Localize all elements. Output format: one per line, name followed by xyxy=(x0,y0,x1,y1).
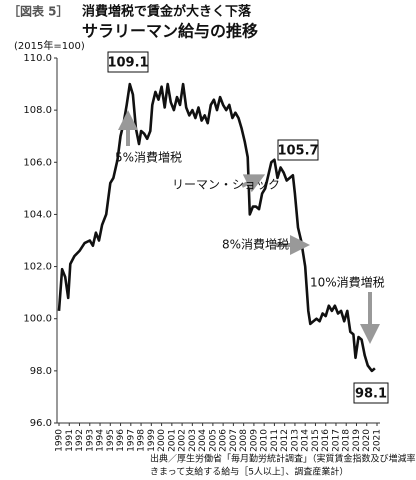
x-tick-label: 2010 xyxy=(260,429,270,452)
y-tick-label: 108.0 xyxy=(23,105,52,116)
x-tick-label: 2008 xyxy=(239,429,249,452)
y-tick-label: 104.0 xyxy=(23,209,52,220)
annotation: 10%消費増税 xyxy=(310,275,385,290)
x-tick-label: 2012 xyxy=(280,429,290,452)
annotation: 105.7 xyxy=(277,144,318,159)
x-tick-label: 2011 xyxy=(270,429,280,452)
source: 出典／厚生労働省「毎月勤労統計調査」（実質賃金指数及び増減率、 xyxy=(150,453,416,465)
figure-label: ［図表 5］ xyxy=(8,4,69,19)
annotation: 8%消費増税 xyxy=(222,237,289,252)
x-tick-label: 2006 xyxy=(219,429,229,452)
x-tick-label: 1999 xyxy=(147,429,157,452)
source: きまって支給する給与［5人以上］、調査産業計） xyxy=(150,466,348,478)
x-tick-label: 2015 xyxy=(311,429,321,452)
x-tick-label: 1990 xyxy=(55,429,65,452)
x-tick-label: 1995 xyxy=(106,429,116,452)
x-tick-label: 2002 xyxy=(178,429,188,452)
x-tick-label: 1996 xyxy=(116,429,126,452)
annotation-arrow xyxy=(241,174,266,193)
x-tick-label: 2016 xyxy=(321,429,331,452)
annotation: リーマン・ショック xyxy=(172,178,280,192)
x-tick-label: 2007 xyxy=(229,429,239,452)
x-tick-label: 2017 xyxy=(331,429,341,452)
x-tick-label: 2005 xyxy=(208,429,218,452)
x-tick-label: 2021 xyxy=(373,429,383,452)
x-tick-label: 1998 xyxy=(137,429,147,452)
y-tick-label: 96.0 xyxy=(30,418,52,429)
annotation: 98.1 xyxy=(355,387,387,402)
chart-title: サラリーマン給与の推移 xyxy=(82,22,258,41)
x-tick-label: 1997 xyxy=(126,429,136,452)
y-tick-label: 100.0 xyxy=(23,314,52,325)
y-axis-label: (2015年=100) xyxy=(14,39,85,52)
x-tick-label: 2014 xyxy=(301,429,311,452)
annotation: 109.1 xyxy=(107,56,148,71)
annotation-box xyxy=(107,51,149,73)
x-tick-label: 1993 xyxy=(85,429,95,452)
x-tick-label: 2001 xyxy=(167,429,177,452)
y-tick-label: 102.0 xyxy=(23,262,52,273)
x-tick-label: 2019 xyxy=(352,429,362,452)
x-tick-label: 2003 xyxy=(188,429,198,452)
y-tick-label: 98.0 xyxy=(30,366,52,377)
x-tick-label: 2020 xyxy=(362,429,372,452)
x-tick-label: 1992 xyxy=(75,429,85,452)
y-tick-label: 106.0 xyxy=(23,157,52,168)
x-tick-label: 1994 xyxy=(96,429,106,452)
annotation-box xyxy=(353,382,389,404)
annotation: 5%消費増税 xyxy=(115,150,182,165)
annotation-box xyxy=(277,139,319,161)
x-tick-label: 2000 xyxy=(157,429,167,452)
data-line xyxy=(57,82,376,373)
x-tick-label: 2009 xyxy=(249,429,259,452)
x-tick-label: 2004 xyxy=(198,429,208,452)
x-tick-label: 2018 xyxy=(342,429,352,452)
x-tick-label: 1991 xyxy=(65,429,75,452)
subtitle: 消費増税で賃金が大きく下落 xyxy=(82,4,252,20)
x-tick-label: 2013 xyxy=(290,429,300,452)
y-tick-label: 110.0 xyxy=(23,53,52,64)
